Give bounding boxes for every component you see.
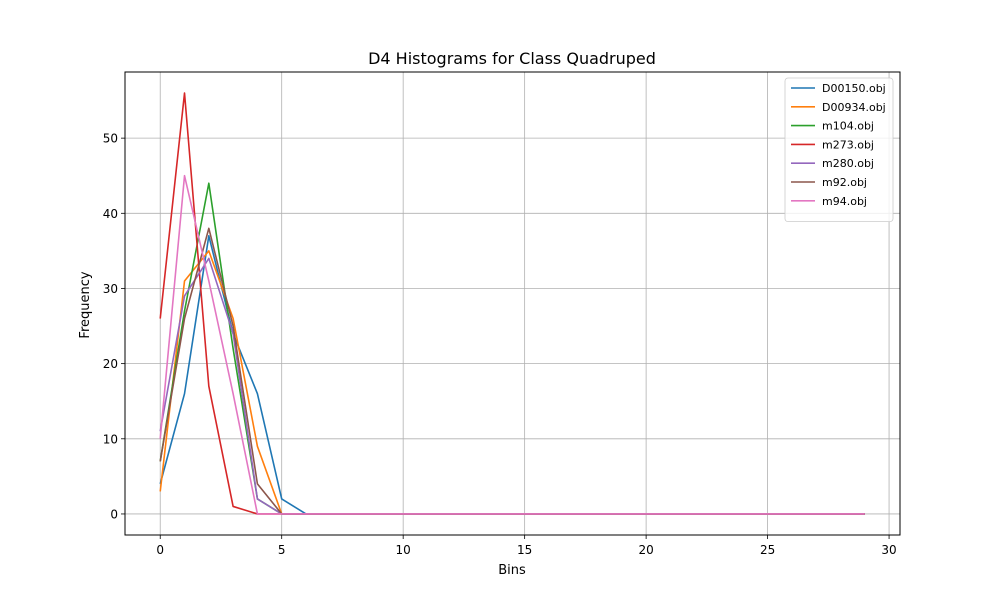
x-tick-label: 10 [396,543,411,557]
legend-label: m92.obj [822,176,867,189]
legend-label: m94.obj [822,195,867,208]
x-tick-label: 20 [638,543,653,557]
y-tick-label: 10 [103,432,118,446]
legend: D00150.obj D00934.obj m104.obj m273.obj m280… [784,77,894,223]
y-tick-label: 0 [110,507,118,521]
grid-lines [125,72,900,535]
legend-label: m104.obj [822,120,874,133]
y-tick-label: 50 [103,132,118,146]
x-axis-label: Bins [498,563,526,578]
y-tick-label: 20 [103,357,118,371]
x-tick-label: 25 [760,543,775,557]
legend-label: m280.obj [822,157,874,170]
legend-label: m273.obj [822,138,874,151]
y-axis-ticks: 0 10 20 30 40 50 [103,132,125,521]
series-line-m94 [159,174,865,515]
x-tick-label: 5 [278,543,286,557]
plot-frame [124,71,901,536]
legend-label: D00150.obj [822,82,886,95]
x-axis-ticks: 0 5 10 15 20 25 30 [156,535,897,557]
legend-box [784,77,894,223]
x-tick-label: 0 [156,543,164,557]
y-axis-label: Frequency [78,271,93,338]
x-tick-label: 30 [881,543,896,557]
series-lines [159,92,865,515]
legend-label: D00934.obj [822,101,886,114]
y-tick-label: 30 [103,282,118,296]
chart-title: D4 Histograms for Class Quadruped [368,49,656,68]
x-tick-label: 15 [517,543,532,557]
y-tick-label: 40 [103,207,118,221]
